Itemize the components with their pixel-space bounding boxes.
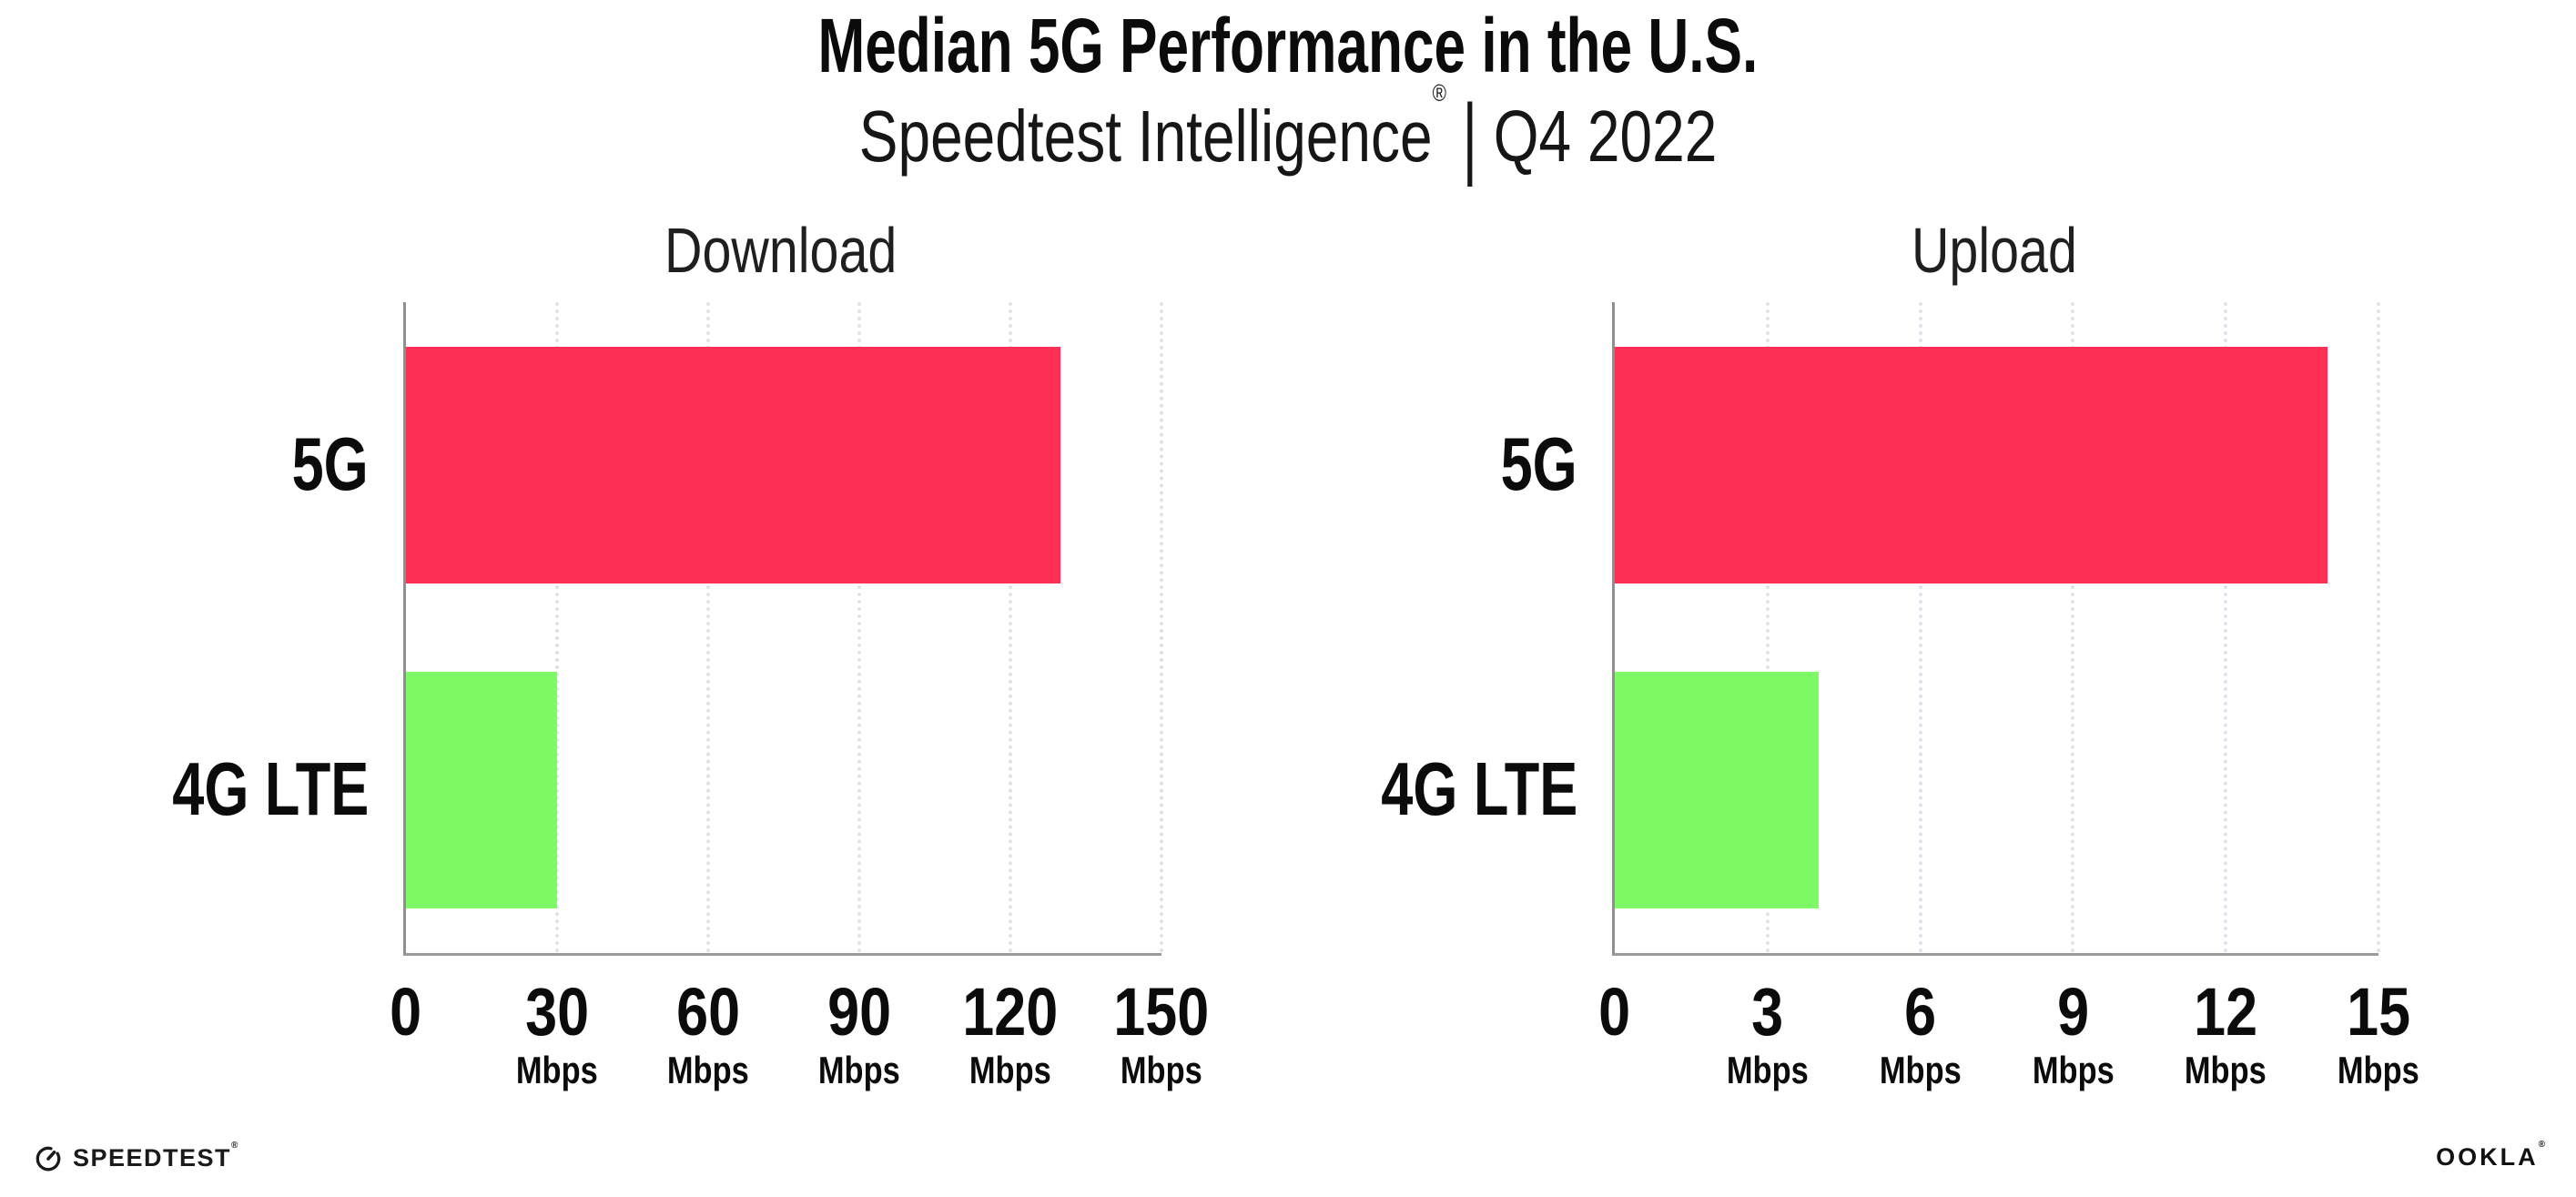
gridline-6 bbox=[1918, 302, 1922, 953]
x-tick-value: 150 bbox=[1113, 974, 1210, 1050]
x-tick-60: 60 Mbps bbox=[608, 979, 808, 1090]
x-tick-unit: Mbps bbox=[1121, 1049, 1202, 1091]
category-label-5g: 5G bbox=[291, 421, 369, 506]
gridline-15 bbox=[2377, 302, 2380, 953]
page-title: Median 5G Performance in the U.S. bbox=[0, 7, 2576, 84]
category-label-5g: 5G bbox=[1500, 421, 1577, 506]
x-tick-6: 6 Mbps bbox=[1820, 979, 2021, 1090]
upload-chart-title: Upload bbox=[1612, 218, 2376, 282]
x-tick-value: 3 bbox=[1751, 974, 1784, 1050]
subtitle-separator: | bbox=[1462, 85, 1478, 187]
speedtest-gauge-icon bbox=[35, 1146, 61, 1172]
x-tick-value: 60 bbox=[676, 974, 740, 1050]
header: Median 5G Performance in the U.S. Speedt… bbox=[0, 0, 2576, 181]
x-tick-value: 30 bbox=[525, 974, 589, 1050]
gridline-9 bbox=[2071, 302, 2075, 953]
x-tick-0: 0 bbox=[306, 979, 506, 1046]
x-tick-unit: Mbps bbox=[2185, 1049, 2267, 1091]
speedtest-logo: SPEEDTEST® bbox=[33, 1140, 238, 1176]
x-tick-value: 120 bbox=[962, 974, 1059, 1050]
x-tick-value: 6 bbox=[1904, 974, 1937, 1050]
speedtest-wordmark: SPEEDTEST® bbox=[73, 1141, 238, 1172]
page-subtitle: Speedtest Intelligence® | Q4 2022 bbox=[0, 81, 2576, 181]
x-tick-120: 120 Mbps bbox=[910, 979, 1111, 1090]
x-tick-value: 0 bbox=[1598, 974, 1631, 1050]
x-tick-unit: Mbps bbox=[1726, 1049, 1809, 1091]
x-tick-value: 15 bbox=[2347, 974, 2410, 1050]
subtitle-period: Q4 2022 bbox=[1493, 96, 1718, 177]
page-title-text: Median 5G Performance in the U.S. bbox=[817, 3, 1759, 88]
gridline-30 bbox=[555, 302, 559, 953]
x-tick-0: 0 bbox=[1515, 979, 1715, 1046]
gridline-60 bbox=[706, 302, 710, 953]
x-tick-3: 3 Mbps bbox=[1668, 979, 1868, 1090]
speedtest-wordmark-text: SPEEDTEST bbox=[73, 1143, 232, 1172]
bar-4g-lte bbox=[1615, 672, 1819, 909]
ookla-wordmark-text: OOKLA bbox=[2436, 1143, 2539, 1171]
x-tick-value: 12 bbox=[2194, 974, 2258, 1050]
registered-trademark-icon: ® bbox=[1432, 79, 1446, 107]
category-label-4g-lte: 4G LTE bbox=[1380, 746, 1577, 832]
x-tick-unit: Mbps bbox=[2032, 1049, 2115, 1091]
gridline-3 bbox=[1765, 302, 1770, 953]
upload-plot-area: 5G 4G LTE 0 3 Mbps 6 Mbps 9 Mbps 12 Mbps 15 Mbps bbox=[1381, 302, 2419, 1090]
speedtest-trademark-icon: ® bbox=[231, 1140, 238, 1151]
x-tick-value: 0 bbox=[390, 974, 422, 1050]
x-tick-12: 12 Mbps bbox=[2125, 979, 2326, 1090]
x-tick-unit: Mbps bbox=[818, 1049, 900, 1091]
x-tick-9: 9 Mbps bbox=[1973, 979, 2173, 1090]
x-tick-value: 90 bbox=[827, 974, 891, 1050]
category-label-4g-lte: 4G LTE bbox=[171, 746, 369, 832]
x-tick-value: 9 bbox=[2056, 974, 2089, 1050]
ookla-logo: OOKLA® bbox=[2436, 1141, 2545, 1171]
bar-5g bbox=[406, 346, 1061, 583]
x-tick-unit: Mbps bbox=[2338, 1049, 2419, 1091]
gridline-12 bbox=[2224, 302, 2228, 953]
download-plot-area: 5G 4G LTE 0 30 Mbps 60 Mbps 90 Mbps 120 Mbps 150 Mbp… bbox=[172, 302, 1209, 1090]
x-tick-150: 150 Mbps bbox=[1061, 979, 1262, 1090]
x-tick-90: 90 Mbps bbox=[759, 979, 959, 1090]
x-tick-unit: Mbps bbox=[667, 1049, 749, 1091]
ookla-trademark-icon: ® bbox=[2538, 1140, 2545, 1150]
download-chart-title: Download bbox=[403, 218, 1159, 282]
upload-chart-title-text: Upload bbox=[1911, 215, 2077, 286]
gridline-120 bbox=[1009, 302, 1012, 953]
x-tick-unit: Mbps bbox=[516, 1049, 598, 1091]
x-tick-15: 15 Mbps bbox=[2278, 979, 2479, 1090]
page-subtitle-text: Speedtest Intelligence® | Q4 2022 bbox=[859, 81, 1717, 181]
upload-chart: Upload 5G 4G LTE 0 3 Mbps 6 Mbps 9 Mbps 12 Mbps 15 M… bbox=[1381, 218, 2419, 1090]
x-tick-unit: Mbps bbox=[969, 1049, 1051, 1091]
subtitle-brand: Speedtest Intelligence bbox=[858, 96, 1433, 177]
gridline-150 bbox=[1160, 302, 1163, 953]
download-chart-title-text: Download bbox=[664, 215, 898, 286]
bar-4g-lte bbox=[406, 672, 557, 909]
x-tick-unit: Mbps bbox=[1879, 1049, 1962, 1091]
bar-5g bbox=[1615, 346, 2328, 583]
x-tick-30: 30 Mbps bbox=[457, 979, 657, 1090]
gridline-90 bbox=[857, 302, 861, 953]
download-chart: Download 5G 4G LTE 0 30 Mbps 60 Mbps 90 Mbps 120 M… bbox=[172, 218, 1210, 1090]
